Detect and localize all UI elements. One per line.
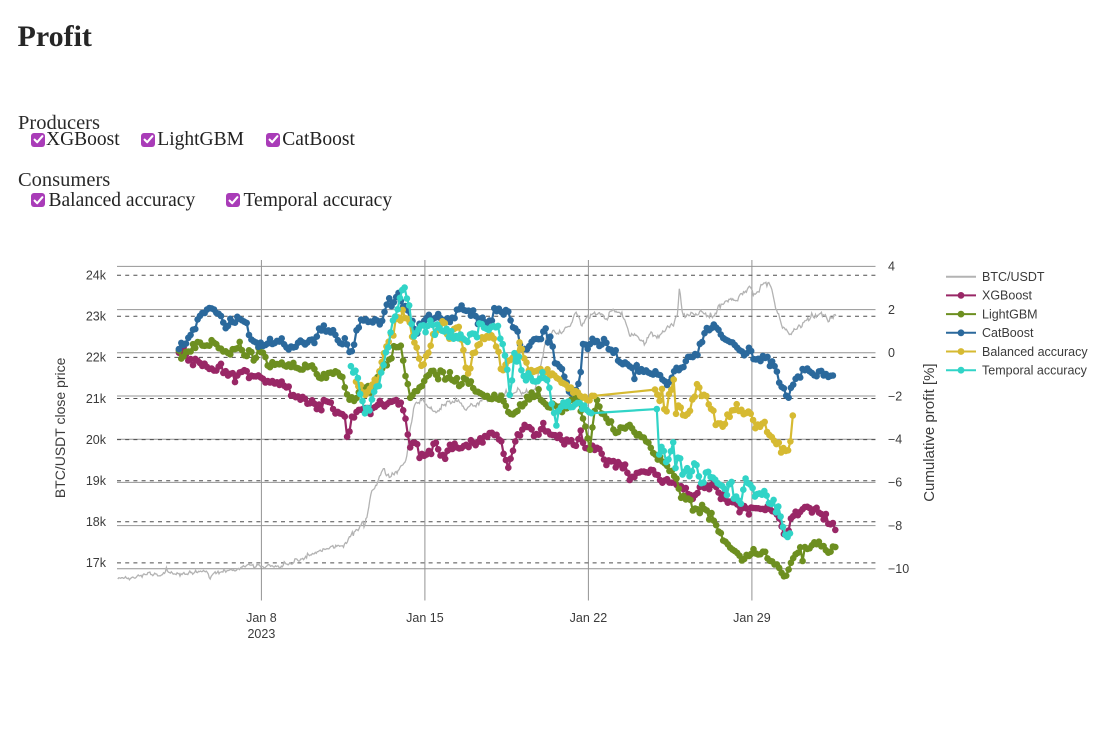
svg-text:24k: 24k: [86, 269, 107, 283]
svg-text:−8: −8: [888, 519, 902, 533]
svg-text:XGBoost: XGBoost: [982, 289, 1033, 303]
svg-text:22k: 22k: [86, 351, 107, 365]
svg-text:BTC/USDT close price: BTC/USDT close price: [52, 357, 68, 498]
svg-text:Jan 22: Jan 22: [570, 611, 608, 625]
svg-text:17k: 17k: [86, 556, 107, 570]
svg-text:BTC/USDT: BTC/USDT: [982, 270, 1045, 284]
svg-text:0: 0: [888, 346, 895, 360]
svg-text:−2: −2: [888, 389, 902, 403]
svg-text:Jan 8: Jan 8: [246, 611, 277, 625]
svg-text:LightGBM: LightGBM: [982, 307, 1038, 321]
svg-text:Jan 15: Jan 15: [406, 611, 444, 625]
svg-text:2023: 2023: [247, 627, 275, 641]
svg-text:Temporal accuracy: Temporal accuracy: [982, 364, 1088, 378]
svg-text:18k: 18k: [86, 515, 107, 529]
svg-text:−4: −4: [888, 433, 902, 447]
svg-text:19k: 19k: [86, 474, 107, 488]
svg-text:−10: −10: [888, 562, 909, 576]
svg-text:Jan 29: Jan 29: [733, 611, 771, 625]
svg-text:21k: 21k: [86, 392, 107, 406]
svg-text:20k: 20k: [86, 433, 107, 447]
svg-text:−6: −6: [888, 476, 902, 490]
svg-text:CatBoost: CatBoost: [982, 326, 1034, 340]
svg-text:23k: 23k: [86, 310, 107, 324]
svg-text:Cumulative profit [%]: Cumulative profit [%]: [921, 363, 938, 501]
svg-text:Balanced accuracy: Balanced accuracy: [982, 345, 1088, 359]
svg-text:2: 2: [888, 303, 895, 317]
svg-text:4: 4: [888, 260, 895, 274]
